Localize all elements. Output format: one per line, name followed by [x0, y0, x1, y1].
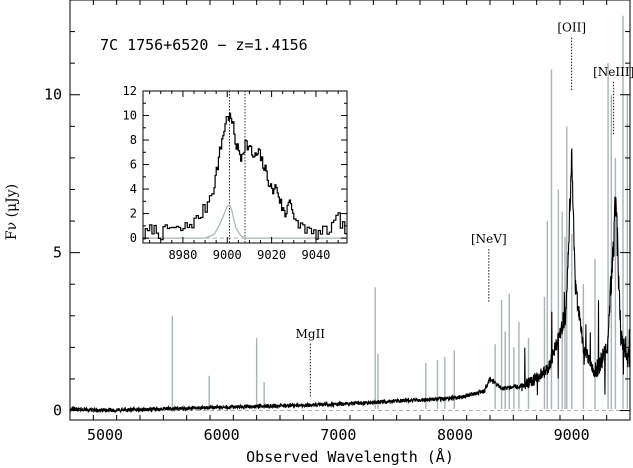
y-axis: 0 5 10: [44, 31, 630, 420]
spectrum-line: [70, 148, 630, 414]
annotation-label: [NeIII]: [593, 65, 633, 79]
y-tick-label: 10: [44, 86, 62, 104]
inset-y-axis: 0 2 4 6 8 10 12: [123, 84, 347, 245]
annotation-label: MgII: [296, 327, 326, 341]
x-tick-label: 7000: [320, 426, 356, 444]
inset-x-tick-label: 9040: [302, 248, 331, 262]
inset-y-tick-label: 8: [130, 133, 137, 147]
y-axis-label: Fν (μJy): [4, 184, 20, 240]
x-tick-label: 8000: [437, 426, 473, 444]
inset-x-axis: 8980 9000 9020 9040: [149, 91, 339, 262]
inset-x-tick-label: 9000: [213, 248, 242, 262]
inset-y-tick-label: 12: [123, 84, 137, 98]
inset-spectrum-line: [143, 112, 347, 241]
main-chart: MgII [NeV] [OII] [NeIII] 5000 6000 7000 8000 900…: [44, 0, 633, 444]
inset-frame: [142, 90, 348, 244]
plot-area: [70, 15, 630, 414]
x-tick-label: 5000: [87, 426, 123, 444]
inset-y-tick-label: 0: [130, 231, 137, 245]
inset-y-tick-label: 10: [123, 109, 137, 123]
inset-y-tick-label: 6: [130, 158, 137, 172]
x-tick-label: 6000: [204, 426, 240, 444]
inset-plot-area: [143, 91, 347, 243]
y-tick-label: 5: [53, 244, 62, 262]
annotation-label: [NeV]: [471, 232, 507, 246]
inset-x-tick-label: 9020: [257, 248, 286, 262]
chart-title: 7C 1756+6520 − z=1.4156: [100, 36, 308, 54]
x-axis: 5000 6000 7000 8000 9000: [69, 0, 631, 444]
inset-y-tick-label: 4: [130, 182, 137, 196]
x-tick-label: 9000: [554, 426, 590, 444]
inset-chart: 8980 9000 9020 9040 0 2 4 6 8 10 12: [123, 84, 348, 262]
inset-y-tick-label: 2: [130, 207, 137, 221]
y-tick-label: 0: [53, 402, 62, 420]
inset-x-tick-label: 8980: [168, 248, 197, 262]
inset-narrow-component-line: [143, 204, 347, 239]
annotation-label: [OII]: [557, 21, 586, 35]
x-axis-label: Observed Wavelength (Å): [246, 447, 454, 466]
